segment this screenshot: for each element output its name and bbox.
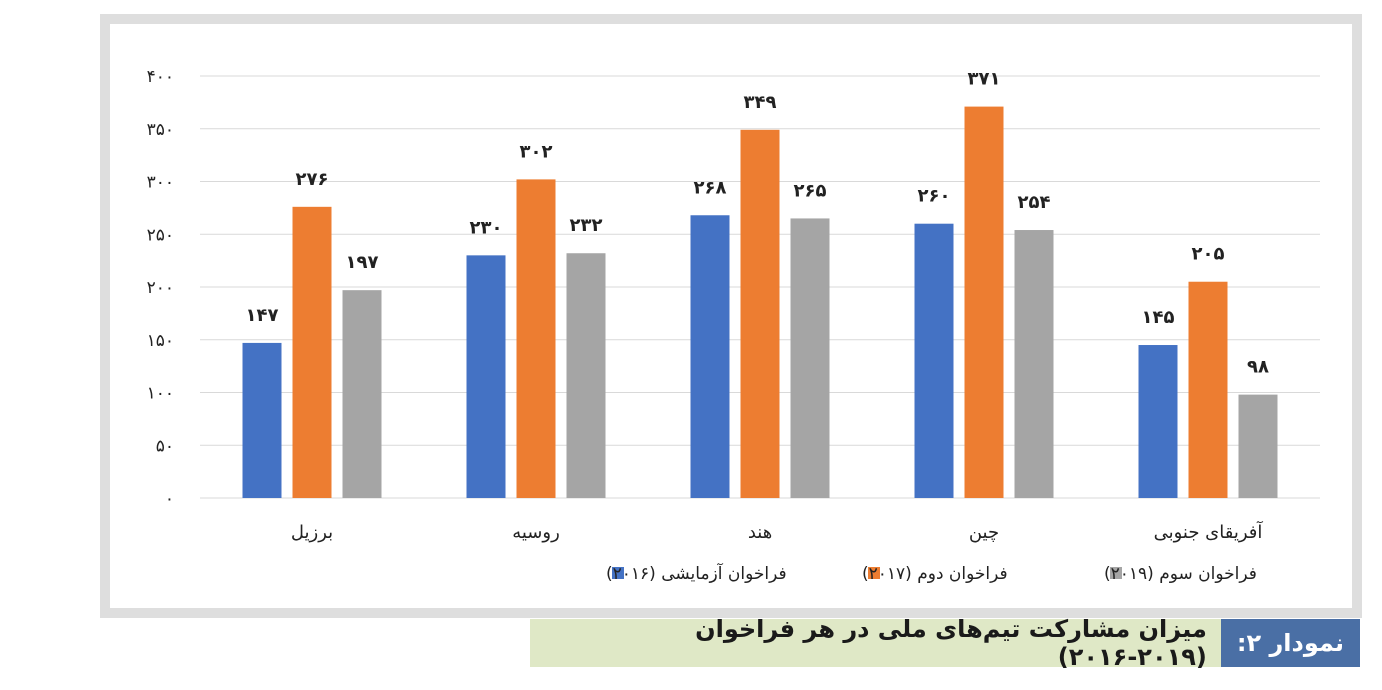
bar <box>566 253 606 498</box>
y-tick-label: ۲۰۰ <box>147 278 174 298</box>
y-tick-label: ۳۵۰ <box>147 120 174 140</box>
figure-caption-label: نمودار ۲: <box>1220 619 1360 667</box>
y-tick-label: ۰ <box>165 489 174 509</box>
bar-chart: ۰ ۵۰ ۱۰۰ ۱۵۰ ۲۰۰ ۲۵۰ ۳۰۰ ۳۵۰ ۴۰۰ ۱۴۷ ۲۷۶ ۱۹۷ برزیل ۲۳… <box>147 67 1320 584</box>
data-label: ۱۹۷ <box>346 252 379 273</box>
x-category-label: برزیل <box>291 522 333 543</box>
y-tick-label: ۲۵۰ <box>147 225 174 245</box>
bar <box>1138 345 1178 498</box>
bar <box>242 342 282 498</box>
x-category-label: آفریقای جنوبی <box>1154 520 1264 543</box>
bar <box>1238 394 1278 498</box>
x-category-label: هند <box>748 522 772 543</box>
legend-swatch <box>868 567 880 579</box>
y-tick-label: ۱۵۰ <box>147 331 174 351</box>
data-label: ۹۸ <box>1247 357 1269 378</box>
data-label: ۳۷۱ <box>968 69 1001 90</box>
bar <box>516 179 556 498</box>
data-label: ۲۶۵ <box>794 180 827 201</box>
x-category-label: چین <box>969 522 999 543</box>
y-tick-label: ۱۰۰ <box>147 384 174 404</box>
bar <box>292 206 332 498</box>
chart-area: ۰ ۵۰ ۱۰۰ ۱۵۰ ۲۰۰ ۲۵۰ ۳۰۰ ۳۵۰ ۴۰۰ ۱۴۷ ۲۷۶ ۱۹۷ برزیل ۲۳… <box>110 24 1352 608</box>
bar <box>1014 230 1054 498</box>
data-label: ۲۶۰ <box>918 186 951 207</box>
data-label: ۲۷۶ <box>296 169 329 190</box>
x-category-label: روسیه <box>512 522 560 543</box>
data-label: ۲۰۵ <box>1192 244 1225 265</box>
data-label: ۲۶۸ <box>694 177 727 198</box>
figure-caption-title: میزان مشارکت تیم‌های ملی در هر فراخوان (… <box>530 615 1221 671</box>
data-label: ۳۴۹ <box>744 92 777 113</box>
bar <box>690 215 730 498</box>
bar <box>914 223 954 498</box>
y-tick-label: ۳۰۰ <box>147 173 174 193</box>
bar <box>1188 281 1228 498</box>
legend-label: فراخوان دوم (۲۰۱۷) <box>862 564 1008 584</box>
data-label: ۲۵۴ <box>1018 192 1051 213</box>
bar <box>342 290 382 498</box>
data-label: ۳۰۲ <box>520 141 553 162</box>
figure-caption: نمودار ۲: میزان مشارکت تیم‌های ملی در هر… <box>530 615 1360 671</box>
legend-swatch <box>612 567 624 579</box>
legend-label: فراخوان سوم (۲۰۱۹) <box>1104 564 1257 584</box>
data-label: ۱۴۵ <box>1142 307 1175 328</box>
data-label: ۲۳۰ <box>470 217 503 238</box>
bar <box>740 129 780 498</box>
legend-swatch <box>1110 567 1122 579</box>
y-tick-label: ۴۰۰ <box>147 67 174 87</box>
bar <box>466 255 506 498</box>
data-label: ۲۳۲ <box>570 215 603 236</box>
legend-label: فراخوان آزمایشی (۲۰۱۶) <box>606 562 787 584</box>
bar <box>964 106 1004 498</box>
chart-frame: ۰ ۵۰ ۱۰۰ ۱۵۰ ۲۰۰ ۲۵۰ ۳۰۰ ۳۵۰ ۴۰۰ ۱۴۷ ۲۷۶ ۱۹۷ برزیل ۲۳… <box>100 14 1362 618</box>
bar <box>790 218 830 499</box>
data-label: ۱۴۷ <box>246 305 279 326</box>
y-tick-label: ۵۰ <box>156 436 174 456</box>
